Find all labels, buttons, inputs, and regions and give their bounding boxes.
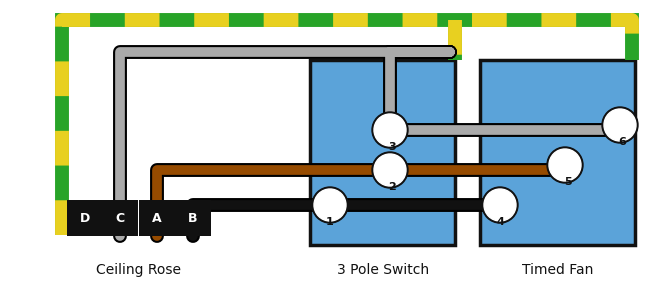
Text: 6: 6 — [618, 137, 626, 147]
FancyBboxPatch shape — [67, 200, 103, 236]
FancyBboxPatch shape — [175, 200, 211, 236]
Circle shape — [604, 109, 636, 141]
Circle shape — [602, 107, 638, 143]
Text: D: D — [80, 212, 90, 225]
Text: 3 Pole Switch: 3 Pole Switch — [337, 263, 429, 277]
FancyBboxPatch shape — [480, 60, 635, 245]
Circle shape — [374, 114, 406, 146]
Circle shape — [482, 187, 518, 223]
Text: Ceiling Rose: Ceiling Rose — [96, 263, 181, 277]
FancyBboxPatch shape — [310, 60, 455, 245]
Circle shape — [312, 187, 348, 223]
Text: Timed Fan: Timed Fan — [523, 263, 593, 277]
Circle shape — [374, 154, 406, 186]
Text: B: B — [188, 212, 198, 225]
Text: 4: 4 — [496, 217, 504, 227]
Circle shape — [372, 152, 408, 188]
Text: 3: 3 — [388, 142, 396, 152]
Circle shape — [372, 112, 408, 148]
Text: 5: 5 — [564, 177, 572, 187]
Circle shape — [549, 149, 581, 181]
Circle shape — [547, 147, 583, 183]
FancyBboxPatch shape — [139, 200, 175, 236]
Text: 2: 2 — [388, 182, 396, 192]
Circle shape — [484, 189, 516, 221]
Circle shape — [314, 189, 346, 221]
Text: A: A — [152, 212, 162, 225]
Text: 1: 1 — [326, 217, 334, 227]
FancyBboxPatch shape — [102, 200, 138, 236]
Text: C: C — [116, 212, 125, 225]
